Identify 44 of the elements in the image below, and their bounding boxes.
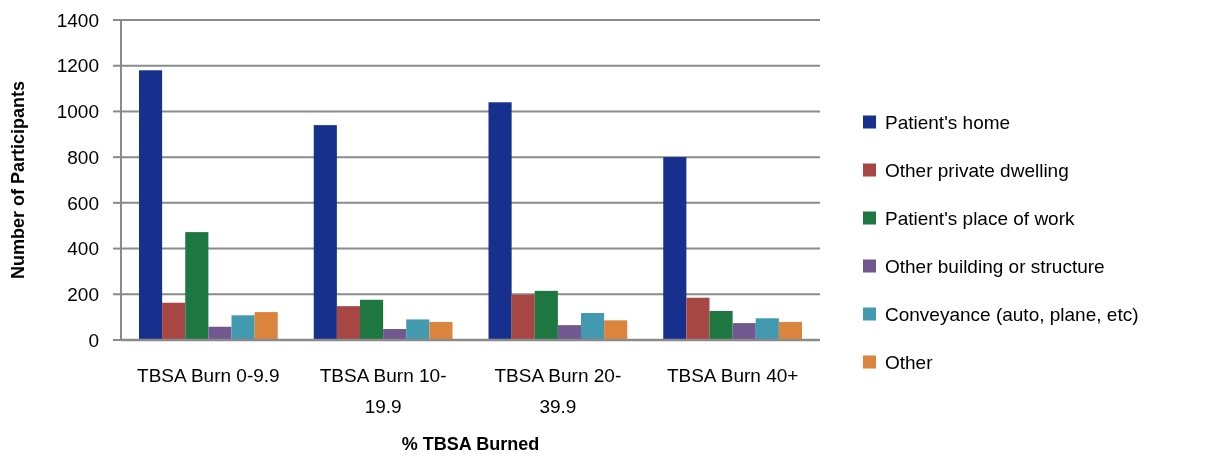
bar [663,157,687,340]
y-tick-label: 400 [67,238,99,260]
bar [488,102,512,340]
bar [429,321,453,340]
bar [139,70,163,340]
y-tick-label: 1200 [56,55,99,77]
bar [162,302,186,340]
bar [360,299,384,340]
bar [254,312,278,340]
x-tick-label: TBSA Burn 10-19.9 [319,365,447,417]
y-tick-label: 0 [88,329,99,351]
bar [709,310,733,340]
bar [336,306,360,340]
x-tick-label: TBSA Burn 20-39.9 [494,365,622,417]
bar [511,294,535,340]
bar [208,326,232,340]
legend-label: Other building or structure [885,255,1105,277]
y-tick-label: 600 [67,192,99,214]
bar [581,313,605,340]
y-tick-label: 1000 [56,101,99,123]
legend-label: Patient's home [885,111,1011,133]
bar [732,323,756,340]
bar [231,315,255,340]
bar [557,325,581,340]
bar [383,329,407,340]
x-axis-title: % TBSA Burned [401,434,540,454]
y-tick-label: 1400 [56,9,99,31]
bar [313,125,337,340]
legend-label: Conveyance (auto, plane, etc) [885,303,1139,325]
y-axis-title: Number of Participants [8,80,28,280]
x-tick-label: TBSA Burn 40+ [666,365,799,386]
legend-label: Other private dwelling [885,159,1069,181]
bar [185,232,209,340]
bar [686,297,710,340]
bar [778,321,802,340]
y-tick-label: 200 [67,283,99,305]
legend-label: Other [885,351,934,373]
bar [406,319,430,340]
bar [534,290,558,340]
bar [755,318,779,340]
bar [604,320,628,340]
x-tick-label: TBSA Burn 0-9.9 [137,365,280,386]
y-tick-label: 800 [67,146,99,168]
legend-label: Patient's place of work [885,207,1075,229]
